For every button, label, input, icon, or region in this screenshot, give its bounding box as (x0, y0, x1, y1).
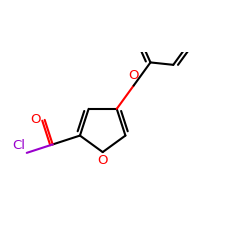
Text: O: O (129, 69, 139, 82)
Text: O: O (98, 154, 108, 167)
Text: O: O (30, 114, 41, 126)
Text: Cl: Cl (12, 138, 25, 151)
